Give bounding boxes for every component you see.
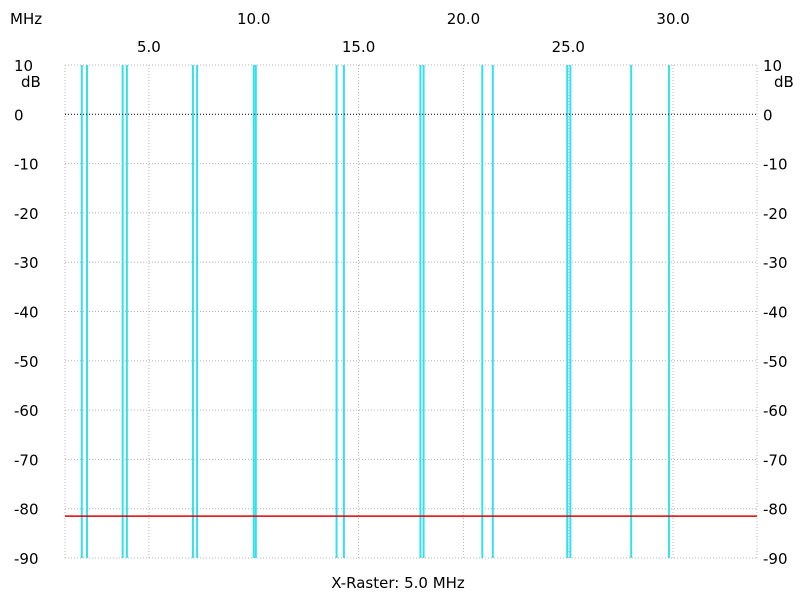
- y-tick-label-left: 0: [14, 106, 24, 124]
- y-tick-label-right: -10: [763, 156, 788, 174]
- y-tick-label-left: -90: [14, 550, 39, 568]
- y-tick-label-left: -80: [14, 501, 39, 519]
- y-tick-label-right: 0: [763, 106, 773, 124]
- y-tick-label-right: -70: [763, 451, 788, 469]
- y-tick-label-left: -50: [14, 353, 39, 371]
- grid: [64, 64, 758, 559]
- y-tick-label-left: -10: [14, 156, 39, 174]
- y-tick-label-right: -80: [763, 501, 788, 519]
- y-tick-label-right: -60: [763, 402, 788, 420]
- y-tick-label-right: -50: [763, 353, 788, 371]
- y-tick-label-left: -40: [14, 304, 39, 322]
- y-tick-label-left: 10: [14, 57, 33, 75]
- y-unit-label-right: dB: [774, 73, 794, 91]
- x-tick-label: 20.0: [447, 10, 480, 28]
- x-tick-label: 15.0: [342, 38, 375, 56]
- marker-lines: [80, 65, 670, 558]
- y-tick-label-right: -40: [763, 304, 788, 322]
- x-axis-title: X-Raster: 5.0 MHz: [331, 574, 465, 592]
- axis-labels: MHz dB dB X-Raster: 5.0 MHz 10 10 0 0 -10 -10…: [10, 10, 794, 592]
- y-unit-label-left: dB: [21, 73, 41, 91]
- y-tick-label-right: -90: [763, 550, 788, 568]
- y-tick-label-left: -30: [14, 254, 39, 272]
- x-tick-label: 25.0: [552, 38, 585, 56]
- x-tick-label: 10.0: [237, 10, 270, 28]
- y-tick-label-left: -20: [14, 205, 39, 223]
- x-tick-label: 5.0: [137, 38, 161, 56]
- y-tick-label-right: 10: [763, 57, 782, 75]
- x-tick-label: 30.0: [656, 10, 689, 28]
- x-unit-label: MHz: [10, 10, 42, 28]
- y-tick-label-left: -70: [14, 451, 39, 469]
- y-tick-label-right: -30: [763, 254, 788, 272]
- y-tick-label-right: -20: [763, 205, 788, 223]
- y-tick-label-left: -60: [14, 402, 39, 420]
